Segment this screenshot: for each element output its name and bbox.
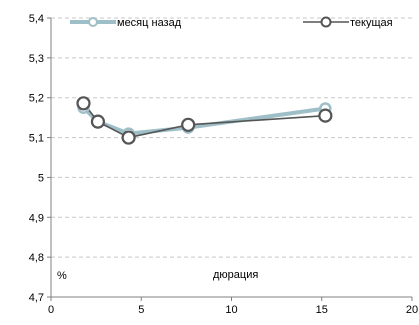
axes: [47, 17, 413, 301]
y-tick-label: 4,8: [29, 252, 44, 264]
y-tick-label: 5: [38, 172, 44, 184]
y-tick-labels: 4,7 4,8 4,9 5 5,1 5,2 5,3 5,4: [29, 13, 44, 304]
y-tick-label: 5,1: [29, 133, 44, 145]
data-point: [181, 117, 196, 132]
data-point: [90, 114, 106, 129]
y-tick-label: 4,9: [29, 212, 44, 224]
x-tick-label: 15: [316, 304, 328, 316]
x-tick-labels: 0 5 10 15 20: [48, 304, 418, 316]
data-point: [76, 96, 91, 111]
legend: месяц назад текущая: [70, 16, 393, 29]
legend-label: месяц назад: [117, 17, 182, 29]
x-tick-label: 5: [138, 304, 144, 316]
series-line: [82, 106, 326, 136]
y-axis-label: %: [57, 270, 67, 282]
y-tick-label: 4,7: [29, 292, 44, 304]
data-point: [121, 130, 136, 145]
series-group: [76, 96, 333, 145]
y-tick-label: 5,3: [29, 53, 44, 65]
y-tick-label: 5,2: [29, 93, 44, 105]
series-line: [82, 102, 326, 139]
legend-marker: [320, 16, 332, 28]
legend-label: текущая: [350, 17, 393, 29]
x-tick-label: 10: [225, 304, 237, 316]
x-axis-label: дюрация: [213, 269, 258, 281]
y-tick-label: 5,4: [29, 13, 44, 25]
data-point: [318, 108, 333, 123]
x-tick-label: 20: [406, 304, 418, 316]
legend-marker: [88, 17, 98, 27]
grid-lines: [51, 17, 412, 258]
x-tick-label: 0: [48, 304, 54, 316]
